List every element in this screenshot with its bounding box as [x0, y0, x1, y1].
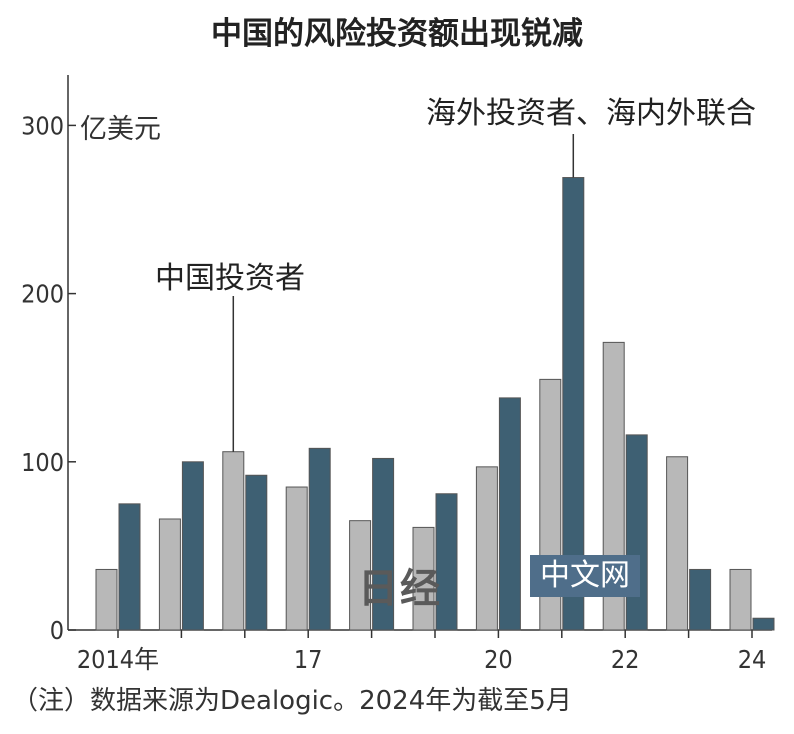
annotation-label-foreign-joint: 海外投资者、海内外联合 — [426, 96, 756, 131]
bar-china-investors-2015 — [158, 518, 181, 631]
bar-china-investors-2024 — [729, 568, 752, 631]
bar-china-investors-2018 — [349, 520, 372, 631]
x-tick-label: 2014年 — [77, 645, 159, 674]
x-tick-label: 20 — [484, 645, 513, 674]
bar-foreign-joint-2020 — [498, 397, 521, 631]
y-axis-unit-label: 亿美元 — [80, 114, 161, 145]
bar-china-investors-2014 — [95, 568, 118, 631]
chart-title: 中国的风险投资额出现锐减 — [211, 16, 583, 52]
bar-china-investors-2017 — [285, 486, 308, 631]
bar-foreign-joint-2015 — [181, 461, 204, 631]
bar-foreign-joint-2023 — [689, 568, 712, 631]
x-tick-label: 17 — [294, 645, 323, 674]
source-note: （注）数据来源为Dealogic。2024年为截至5月 — [12, 686, 572, 716]
bar-foreign-joint-2024 — [752, 617, 775, 631]
x-tick-label: 22 — [611, 645, 640, 674]
y-tick-label: 0 — [50, 616, 64, 645]
bar-china-investors-2023 — [666, 456, 689, 631]
bar-foreign-joint-2019 — [435, 493, 458, 631]
bar-foreign-joint-2022 — [625, 434, 648, 631]
bar-foreign-joint-2016 — [245, 474, 268, 631]
bar-china-investors-2020 — [475, 466, 498, 631]
y-tick-label: 300 — [21, 111, 64, 140]
bar-foreign-joint-2017 — [308, 447, 331, 631]
chart-axes: 0 100 200 300 亿美元 2014年 17 20 22 24 — [21, 74, 772, 674]
bar-china-investors-2019 — [412, 526, 435, 631]
bar-foreign-joint-2018 — [372, 457, 395, 631]
y-tick-label: 100 — [21, 448, 64, 477]
chart-bars — [95, 177, 775, 631]
watermark-logo: 日经 — [358, 565, 442, 612]
bar-foreign-joint-2014 — [118, 503, 141, 631]
y-tick-label: 200 — [21, 280, 64, 309]
chart-annotations: 中国投资者 海外投资者、海内外联合 — [155, 96, 756, 452]
x-tick-label: 24 — [738, 645, 767, 674]
bar-china-investors-2016 — [222, 451, 245, 631]
watermark-badge: 中文网 — [530, 555, 640, 597]
annotation-label-china-investors: 中国投资者 — [155, 261, 305, 296]
